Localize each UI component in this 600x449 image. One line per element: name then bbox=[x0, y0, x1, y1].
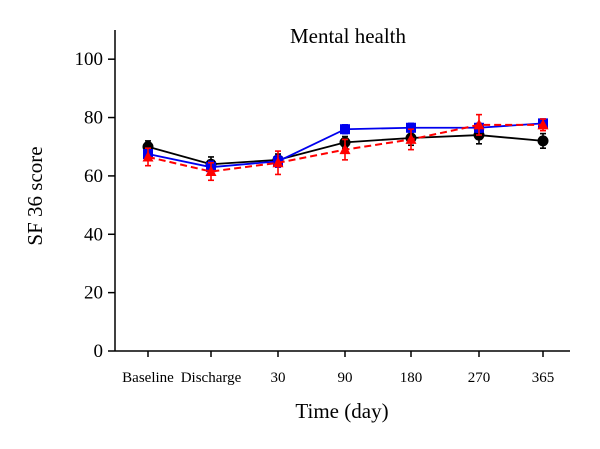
data-point-triangle bbox=[537, 118, 549, 130]
y-tick-label: 100 bbox=[75, 49, 104, 70]
y-axis-label: SF 36 score bbox=[23, 146, 47, 245]
y-tick-label: 60 bbox=[84, 166, 103, 187]
data-point-square bbox=[340, 124, 350, 135]
x-axis-label: Time (day) bbox=[295, 399, 388, 423]
x-tick-label: 90 bbox=[338, 370, 353, 386]
y-tick-label: 80 bbox=[84, 108, 103, 129]
x-ticks: Baseline Discharge 30 90 180 270 365 bbox=[122, 351, 554, 386]
y-ticks: 0 20 40 60 80 100 bbox=[75, 49, 115, 362]
data-point-triangle bbox=[339, 143, 351, 155]
data-point-triangle bbox=[473, 118, 485, 130]
x-tick-label: Discharge bbox=[181, 370, 242, 386]
chart-title: Mental health bbox=[290, 24, 407, 48]
data-point-square bbox=[406, 122, 416, 133]
x-tick-label: 30 bbox=[271, 370, 286, 386]
x-tick-label: 270 bbox=[468, 370, 491, 386]
x-tick-label: Baseline bbox=[122, 370, 174, 386]
data-point-triangle bbox=[142, 150, 154, 162]
series-triangle bbox=[142, 113, 549, 182]
data-point-triangle bbox=[272, 156, 284, 168]
y-tick-label: 40 bbox=[84, 224, 103, 245]
data-point-triangle bbox=[405, 133, 417, 144]
data-point-triangle bbox=[205, 165, 217, 177]
x-tick-label: 180 bbox=[400, 370, 423, 386]
plot-area bbox=[142, 113, 549, 182]
y-tick-label: 0 bbox=[94, 341, 104, 362]
y-tick-label: 20 bbox=[84, 283, 103, 304]
data-point-circle bbox=[537, 135, 549, 147]
x-tick-label: 365 bbox=[532, 370, 555, 386]
